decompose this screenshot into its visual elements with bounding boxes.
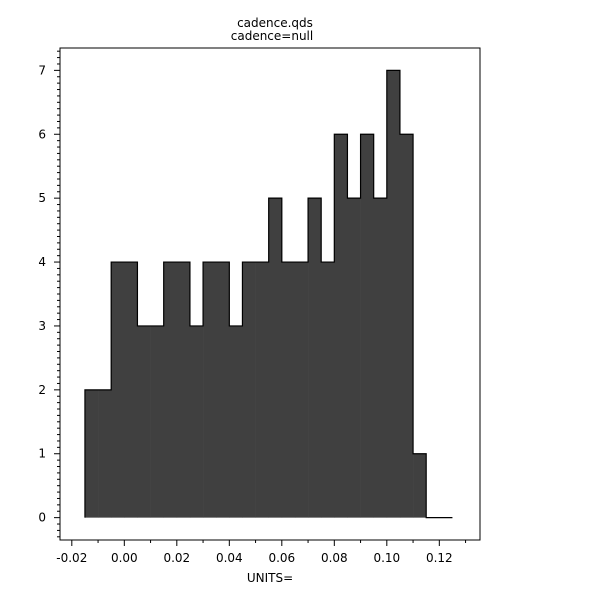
histogram-bar — [268, 198, 283, 518]
y-tick-label: 4 — [38, 255, 46, 269]
y-axis: 0 1 2 3 4 5 6 7 — [38, 50, 60, 538]
x-axis: -0.02 0.00 0.02 0.04 0.06 0.08 0.10 0.12 — [56, 540, 467, 565]
histogram-bar — [98, 389, 112, 518]
x-tick-label: 0.04 — [216, 551, 243, 565]
y-tick-label: 5 — [38, 191, 46, 205]
histogram-bar — [150, 325, 164, 518]
y-tick-label: 3 — [38, 319, 46, 333]
histogram-bar — [373, 198, 388, 518]
histogram-bar — [111, 262, 125, 518]
x-tick-label: -0.02 — [56, 551, 87, 565]
histogram-bar — [386, 70, 401, 518]
histogram-bar — [189, 325, 204, 518]
histogram-bar — [334, 134, 348, 518]
histogram-bar — [229, 325, 243, 518]
x-tick-label: 0.08 — [321, 551, 348, 565]
histogram-bar — [216, 262, 230, 518]
x-tick-label: 0.12 — [426, 551, 453, 565]
histogram-bar — [281, 262, 296, 518]
histogram-bar — [124, 262, 138, 518]
x-tick-label: 0.06 — [268, 551, 295, 565]
histogram-bar — [294, 262, 309, 518]
histogram-bar — [137, 325, 151, 518]
chart-title: cadence.qds — [237, 16, 313, 30]
histogram-bar — [308, 198, 322, 518]
histogram-bar — [360, 134, 374, 518]
histogram-outline — [84, 69, 453, 519]
y-tick-label: 0 — [38, 511, 46, 525]
histogram-bar — [347, 198, 361, 518]
histogram-bar — [413, 453, 427, 518]
x-tick-label: 0.00 — [111, 551, 138, 565]
y-tick-label: 1 — [38, 447, 46, 461]
histogram-bar — [176, 262, 191, 518]
x-tick-label: 0.02 — [163, 551, 190, 565]
y-tick-label: 6 — [38, 127, 46, 141]
x-tick-label: 0.10 — [373, 551, 400, 565]
chart-subtitle: cadence=null — [231, 29, 313, 43]
y-tick-label: 7 — [38, 63, 46, 77]
histogram-bar — [255, 262, 269, 518]
histogram-bar — [163, 262, 178, 518]
histogram-bar — [242, 262, 256, 518]
bars — [84, 70, 427, 518]
histogram-bar — [203, 262, 217, 518]
histogram-bar — [321, 262, 335, 518]
y-tick-label: 2 — [38, 383, 46, 397]
histogram-bar — [84, 389, 99, 518]
histogram-bar — [399, 134, 414, 518]
x-axis-label: UNITS= — [247, 571, 293, 585]
